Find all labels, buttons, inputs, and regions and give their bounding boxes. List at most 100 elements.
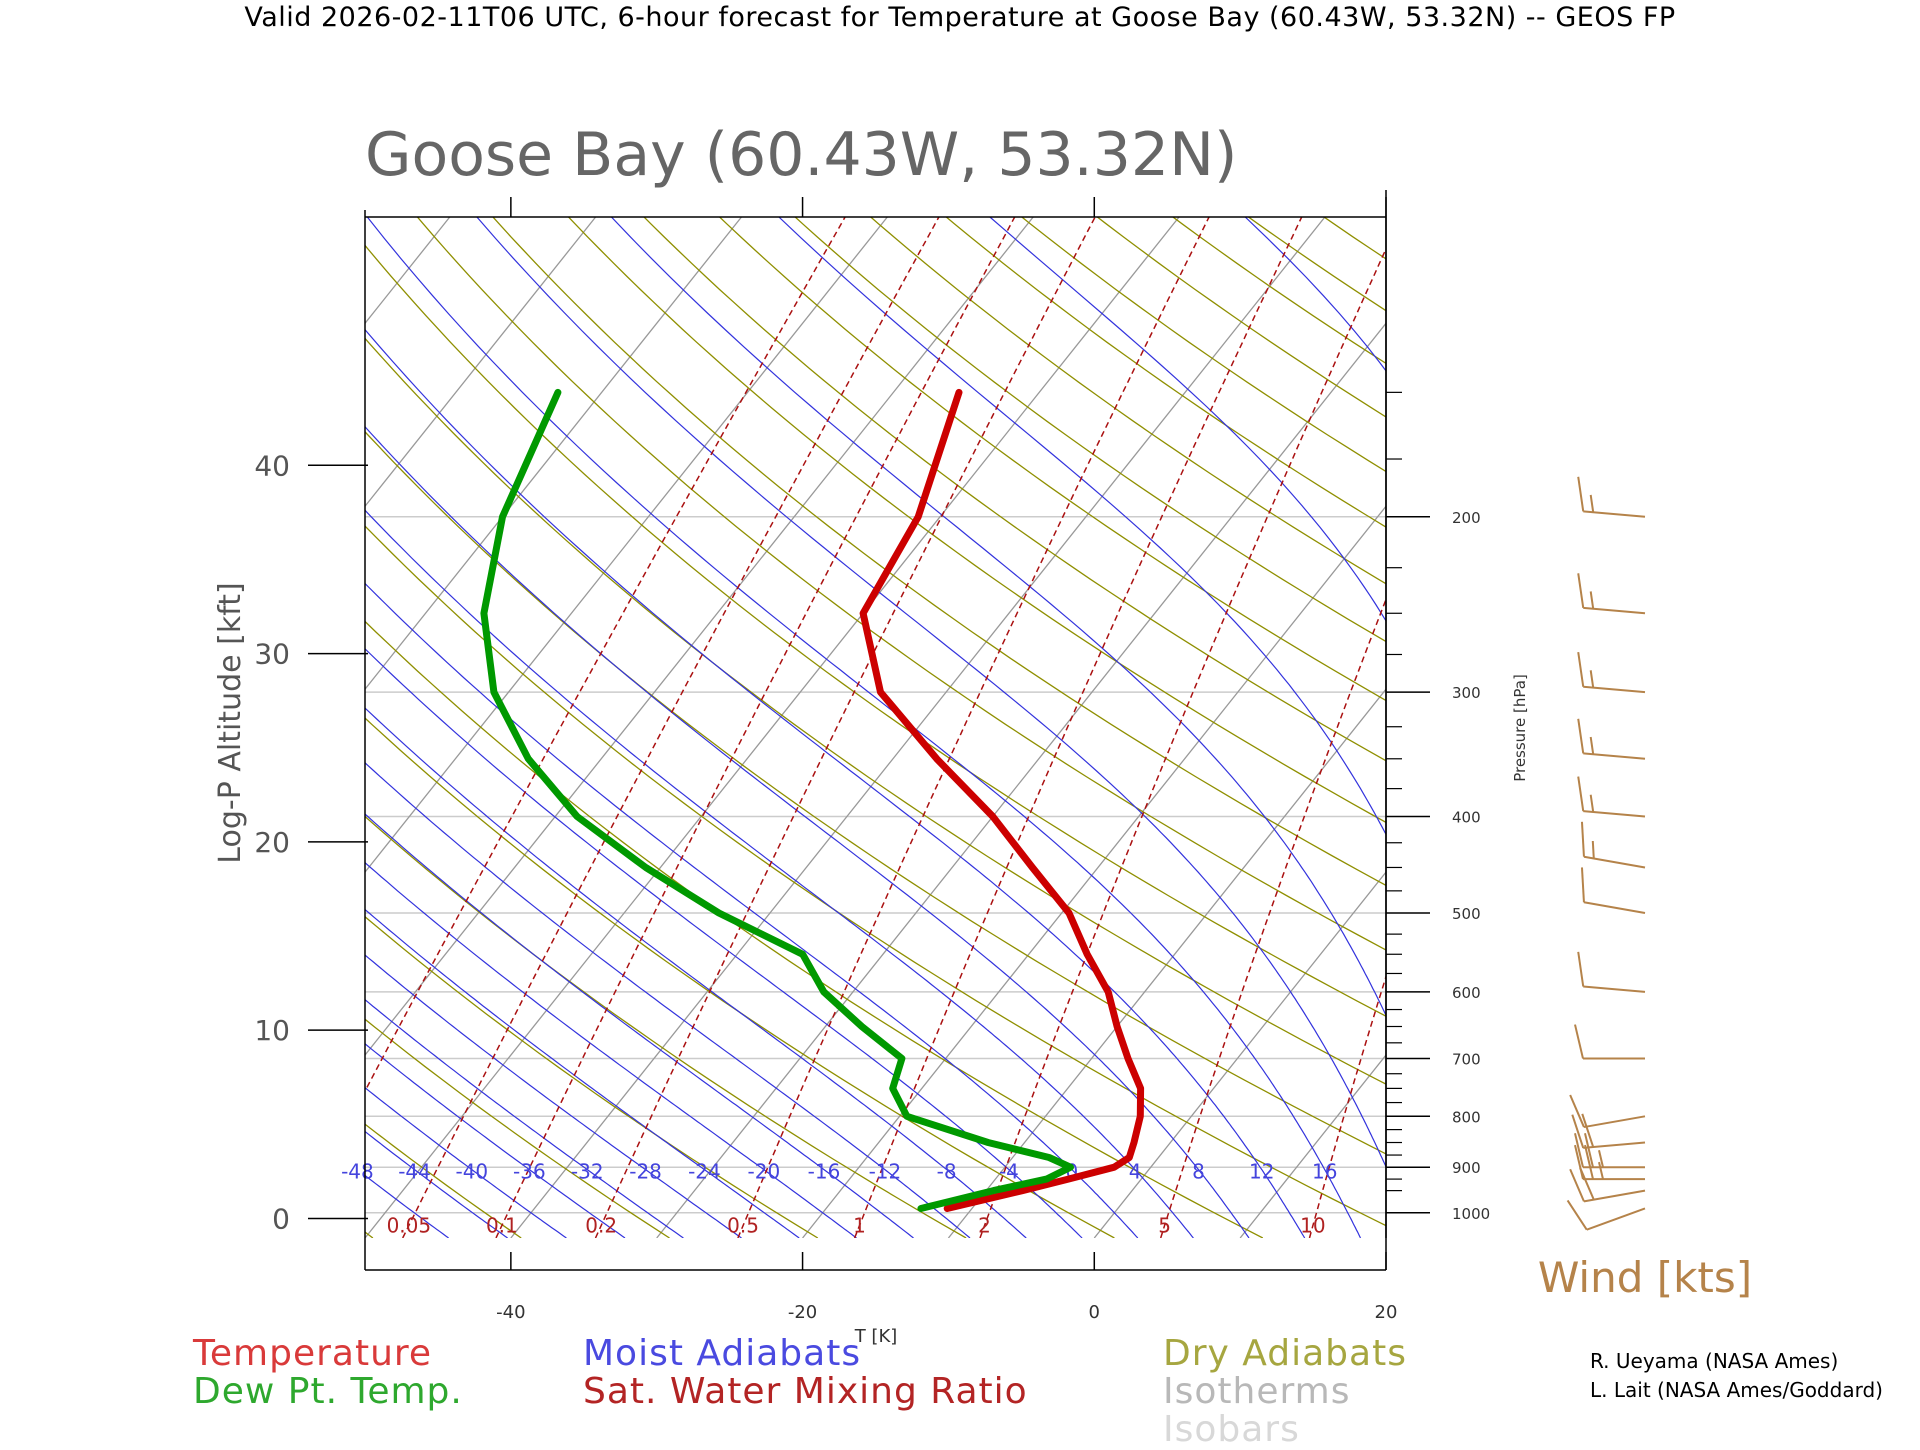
dewpoint-point [904,1114,909,1119]
isotherm-line [0,217,158,1238]
wind-barb [1578,952,1645,992]
mixing-ratio-label: 10 [1300,1214,1325,1238]
moist-adiabat [477,217,1417,1238]
moist-adiabat [0,217,914,1238]
mixing-ratio-label: 2 [978,1214,991,1238]
moist-adiabat [200,217,1250,1238]
wind-barb-half-flag [1591,591,1594,608]
dewpoint-point [821,989,826,994]
moist-adiabat-label: -20 [748,1160,781,1184]
pressure-tick-label: 900 [1452,1159,1481,1177]
pressure-tick-label: 300 [1452,684,1481,702]
mixing-ratio-lines [288,211,1908,1239]
moist-adiabat [0,217,799,1238]
wind-barb [1582,867,1645,913]
wind-barb-flag [1578,719,1583,754]
moist-adiabat-label: -4 [999,1160,1019,1184]
wind-barb-flag [1568,1200,1587,1229]
isotherm-line [0,217,741,1238]
altitude-tick-label: 10 [254,1014,290,1047]
dewpoint-point [890,1086,895,1091]
moist-adiabat-label: -44 [398,1160,431,1184]
dewpoint-point [1068,1165,1073,1170]
dewpoint-point [526,756,531,761]
x-tick-label: -40 [496,1302,525,1323]
pressure-tick-label: 600 [1452,984,1481,1002]
legend-isotherms: Isotherms [1163,1371,1350,1412]
wind-barb [1575,1145,1645,1179]
moist-adiabat-label: 4 [1129,1160,1142,1184]
dewpoint-point [491,690,496,695]
isotherm-line [657,217,1471,1238]
isotherm-line [0,217,304,1238]
temperature-point [861,611,866,616]
wind-barb [1575,1025,1645,1059]
legend-dewpoint: Dew Pt. Temp. [193,1371,463,1412]
wind-barb-staff [1583,986,1645,991]
pressure-tick-label: 400 [1452,809,1481,827]
dry-adiabat [0,211,1114,1239]
pressure-tick-label: 1000 [1452,1205,1490,1223]
mixing-ratio-label: 0.05 [387,1214,432,1238]
dry-adiabat [1315,211,1920,1239]
mixing-ratio-line [496,211,1018,1239]
isotherm-line [1678,217,1920,1238]
pressure-tick-label: 200 [1452,509,1481,527]
isotherm-line [511,217,1325,1238]
dewpoint-point [555,390,560,395]
dry-adiabat [1164,211,1920,1239]
isotherm-line [1094,217,1908,1238]
isotherm-line [0,217,12,1238]
wind-barb [1582,822,1645,868]
altitude-tick-label: 0 [272,1202,290,1235]
wind-barb [1578,719,1645,759]
temperature-point [1066,1177,1071,1182]
wind-barb-staff [1584,1116,1645,1127]
altitude-tick-label: 30 [254,638,290,671]
wind-label: Wind [kts] [1538,1253,1752,1302]
temperature-point [916,514,921,519]
dewpoint-point [859,1024,864,1029]
pressure-axis-label: Pressure [hPa] [1511,674,1529,782]
dry-adiabat [1089,211,1920,1239]
mixing-ratio-label: 0.1 [486,1214,518,1238]
dry-adiabat [939,211,1920,1239]
y-axis-label: Log-P Altitude [kft] [213,582,248,863]
temperature-point [1085,952,1090,957]
dewpoint-point [1044,1177,1049,1182]
wind-barbs [1568,477,1645,1230]
temperature-point [1127,1155,1132,1160]
wind-barb-flag [1582,822,1584,857]
altitude-tick-label: 40 [254,449,290,482]
dry-adiabat [0,211,818,1239]
mixing-ratio-label: 0.2 [585,1214,617,1238]
wind-barb-half-flag [1591,670,1594,687]
mixing-ratio-label: 0.5 [727,1214,759,1238]
wind-barb [1578,652,1645,692]
dewpoint-point [1047,1155,1052,1160]
wind-barb-flag [1575,1025,1583,1059]
moist-adiabat-label: -8 [937,1160,957,1184]
temperature-line [863,392,1141,1208]
mixing-ratio-line [1310,211,1659,1239]
isotherm-line [0,217,596,1238]
temperature-point [1030,865,1035,870]
isotherm-line [1532,217,1920,1238]
wind-barb-flag [1578,652,1583,687]
isotherm-line [948,217,1762,1238]
wind-barb [1578,573,1645,613]
dry-adiabat [1540,211,1920,1239]
wind-barb-half-flag [1591,495,1594,512]
wind-barb-flag [1578,573,1583,608]
wind-barb-staff [1584,902,1645,913]
dewpoint-point [716,911,721,916]
legend-temperature: Temperature [193,1333,432,1374]
altitude-tick-label: 20 [254,826,290,859]
dewpoint-point [575,814,580,819]
dewpoint-point [500,514,505,519]
temperature-point [957,390,962,395]
wind-barb [1578,477,1645,517]
dry-adiabat [0,211,521,1239]
